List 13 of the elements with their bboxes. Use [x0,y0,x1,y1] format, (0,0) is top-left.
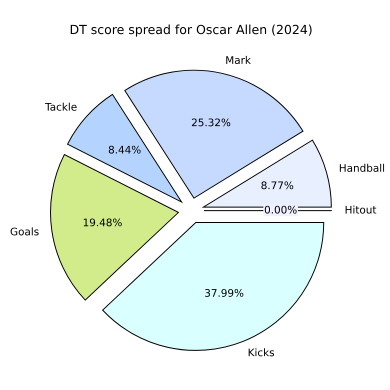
data-label: 37.99% [205,288,244,297]
slice-label: Goals [10,227,39,236]
slice-label: Kicks [248,348,274,356]
slice-label: Mark [226,56,251,64]
data-label: 19.48% [84,218,122,226]
data-label: 8.44% [108,146,141,154]
category-label: Hitout [346,206,376,214]
data-label: 8.77% [261,181,294,190]
text: 0.00% [264,206,297,214]
slice-label: Handball [340,164,384,172]
data-label: 25.32% [192,118,230,126]
chart-title: DT score spread for Oscar Allen (2024) [70,24,312,37]
slice-label: Tackle [45,102,77,111]
